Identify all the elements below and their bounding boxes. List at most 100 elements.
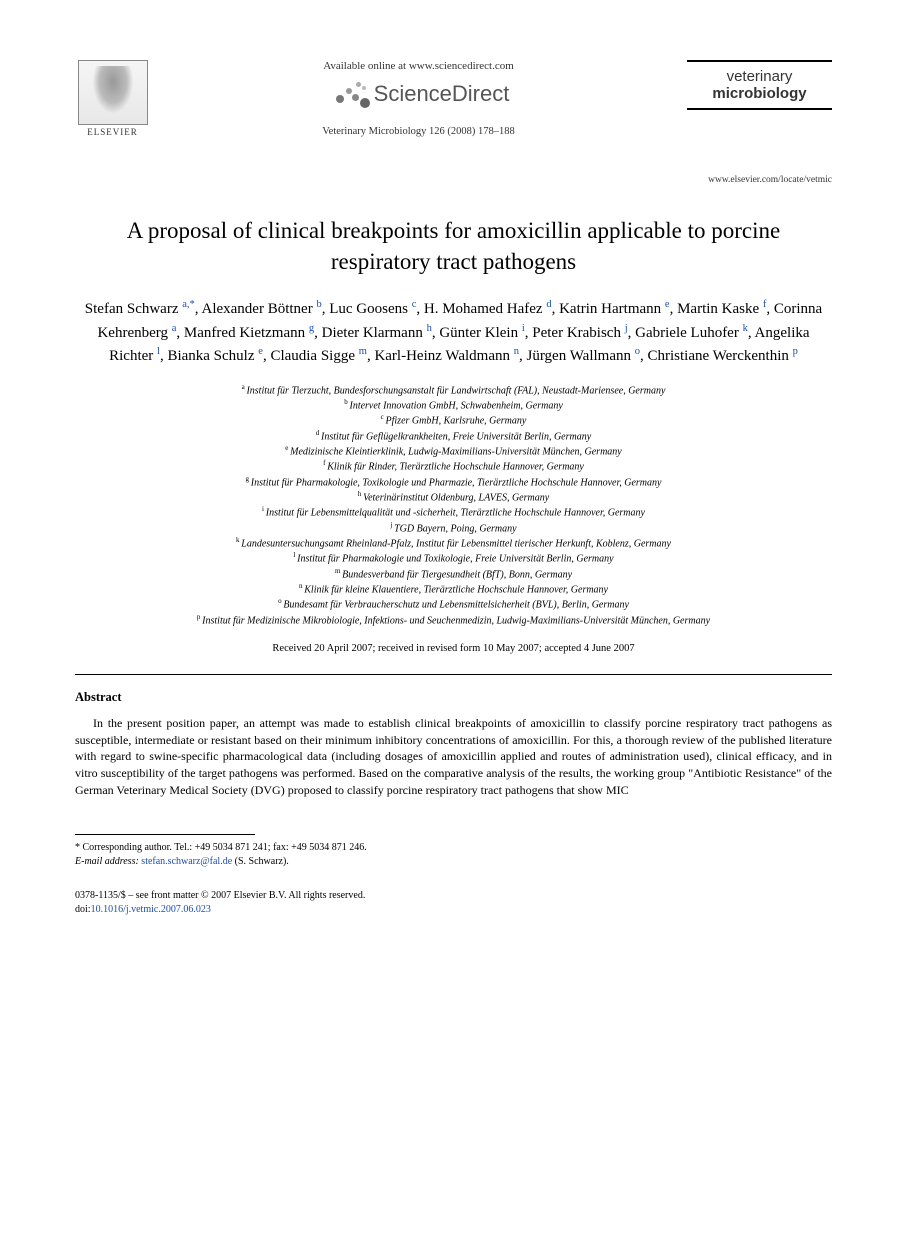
corresponding-author-footnote: * Corresponding author. Tel.: +49 5034 8… bbox=[75, 841, 832, 869]
affiliation-sup: a bbox=[242, 383, 247, 391]
center-header: Available online at www.sciencedirect.co… bbox=[150, 60, 687, 137]
affiliation: f Klinik für Rinder, Tierärztliche Hochs… bbox=[75, 459, 832, 474]
affiliation-sup: m bbox=[335, 567, 342, 575]
author-affil-sup[interactable]: k bbox=[743, 323, 748, 334]
doi-prefix: doi: bbox=[75, 904, 91, 915]
affiliation-sup: j bbox=[390, 521, 394, 529]
author-affil-sup[interactable]: c bbox=[412, 299, 417, 310]
abstract-heading: Abstract bbox=[75, 690, 832, 705]
affiliation-sup: d bbox=[316, 429, 321, 437]
journal-name-line2: microbiology bbox=[697, 85, 822, 102]
author: Christiane Werckenthin p bbox=[647, 348, 797, 364]
sciencedirect-dots-icon bbox=[328, 80, 368, 108]
corr-author-email-line: E-mail address: stefan.schwarz@fal.de (S… bbox=[75, 855, 832, 869]
sciencedirect-logo: ScienceDirect bbox=[165, 80, 672, 108]
affiliation: h Veterinärinstitut Oldenburg, LAVES, Ge… bbox=[75, 490, 832, 505]
affiliation: c Pfizer GmbH, Karlsruhe, Germany bbox=[75, 413, 832, 428]
author: Luc Goosens c bbox=[329, 301, 416, 317]
author-affil-sup[interactable]: h bbox=[427, 323, 432, 334]
author: Bianka Schulz e bbox=[167, 348, 263, 364]
affiliation: j TGD Bayern, Poing, Germany bbox=[75, 521, 832, 536]
email-label: E-mail address: bbox=[75, 856, 139, 867]
author: Gabriele Luhofer k bbox=[635, 325, 748, 341]
abstract-text: In the present position paper, an attemp… bbox=[75, 715, 832, 799]
sciencedirect-text: ScienceDirect bbox=[374, 81, 510, 107]
author: Martin Kaske f bbox=[677, 301, 766, 317]
author-affil-sup[interactable]: f bbox=[763, 299, 767, 310]
elsevier-tree-icon bbox=[78, 60, 148, 125]
section-divider bbox=[75, 674, 832, 675]
affiliation-sup: l bbox=[293, 551, 297, 559]
author-affil-sup[interactable]: l bbox=[157, 346, 160, 357]
doi-line: doi:10.1016/j.vetmic.2007.06.023 bbox=[75, 903, 832, 917]
author-affil-sup[interactable]: o bbox=[635, 346, 640, 357]
author-affil-sup[interactable]: j bbox=[625, 323, 628, 334]
corr-author-contact: * Corresponding author. Tel.: +49 5034 8… bbox=[75, 841, 832, 855]
copyright-line: 0378-1135/$ – see front matter © 2007 El… bbox=[75, 889, 832, 903]
author: H. Mohamed Hafez d bbox=[424, 301, 552, 317]
author: Stefan Schwarz a,* bbox=[85, 301, 195, 317]
author-affil-sup[interactable]: e bbox=[258, 346, 263, 357]
footnote-divider bbox=[75, 834, 255, 835]
author: Manfred Kietzmann g bbox=[184, 325, 314, 341]
author: Günter Klein i bbox=[439, 325, 524, 341]
elsevier-logo: ELSEVIER bbox=[75, 60, 150, 145]
author-affil-sup[interactable]: g bbox=[309, 323, 314, 334]
affiliation-sup: k bbox=[236, 536, 241, 544]
affiliation-sup: n bbox=[299, 582, 304, 590]
author-affil-sup[interactable]: n bbox=[514, 346, 519, 357]
header-row: ELSEVIER Available online at www.science… bbox=[75, 60, 832, 145]
affiliation: e Medizinische Kleintierklinik, Ludwig-M… bbox=[75, 444, 832, 459]
author-affil-sup[interactable]: m bbox=[359, 346, 367, 357]
author-affil-sup[interactable]: e bbox=[665, 299, 670, 310]
affiliation-sup: g bbox=[246, 475, 251, 483]
author-affil-sup[interactable]: a, bbox=[182, 299, 189, 310]
journal-box: veterinary microbiology bbox=[687, 60, 832, 110]
affiliation: n Klinik für kleine Klauentiere, Tierärz… bbox=[75, 582, 832, 597]
affiliation: l Institut für Pharmakologie und Toxikol… bbox=[75, 551, 832, 566]
affiliation-sup: f bbox=[323, 459, 327, 467]
affiliation-sup: o bbox=[278, 597, 283, 605]
affiliation-sup: c bbox=[381, 413, 386, 421]
author: Alexander Böttner b bbox=[201, 301, 321, 317]
affiliation: b Intervet Innovation GmbH, Schwabenheim… bbox=[75, 398, 832, 413]
author: Katrin Hartmann e bbox=[559, 301, 669, 317]
email-link[interactable]: stefan.schwarz@fal.de bbox=[141, 856, 232, 867]
author-affil-sup[interactable]: p bbox=[793, 346, 798, 357]
affiliation: g Institut für Pharmakologie, Toxikologi… bbox=[75, 475, 832, 490]
available-online-text: Available online at www.sciencedirect.co… bbox=[165, 60, 672, 72]
doi-link[interactable]: 10.1016/j.vetmic.2007.06.023 bbox=[91, 904, 211, 915]
author: Jürgen Wallmann o bbox=[527, 348, 640, 364]
affiliation-sup: i bbox=[262, 505, 266, 513]
affiliation: k Landesuntersuchungsamt Rheinland-Pfalz… bbox=[75, 536, 832, 551]
corresponding-marker[interactable]: * bbox=[190, 299, 195, 310]
affiliation: a Institut für Tierzucht, Bundesforschun… bbox=[75, 383, 832, 398]
article-title: A proposal of clinical breakpoints for a… bbox=[105, 215, 802, 277]
affiliation-sup: b bbox=[344, 398, 349, 406]
elsevier-text: ELSEVIER bbox=[87, 127, 138, 137]
affiliation-sup: e bbox=[285, 444, 290, 452]
affiliation: o Bundesamt für Verbraucherschutz und Le… bbox=[75, 597, 832, 612]
journal-box-wrapper: veterinary microbiology bbox=[687, 60, 832, 110]
author: Peter Krabisch j bbox=[532, 325, 627, 341]
journal-citation: Veterinary Microbiology 126 (2008) 178–1… bbox=[165, 126, 672, 137]
author: Claudia Sigge m bbox=[270, 348, 367, 364]
author-affil-sup[interactable]: i bbox=[522, 323, 525, 334]
author: Dieter Klarmann h bbox=[322, 325, 432, 341]
journal-url: www.elsevier.com/locate/vetmic bbox=[75, 175, 832, 185]
affiliation-sup: h bbox=[358, 490, 363, 498]
author: Karl-Heinz Waldmann n bbox=[374, 348, 519, 364]
author-affil-sup[interactable]: b bbox=[316, 299, 321, 310]
author-list: Stefan Schwarz a,*, Alexander Böttner b,… bbox=[75, 297, 832, 368]
affiliation: i Institut für Lebensmittelqualität und … bbox=[75, 505, 832, 520]
affiliation: d Institut für Geflügelkrankheiten, Frei… bbox=[75, 429, 832, 444]
article-dates: Received 20 April 2007; received in revi… bbox=[75, 643, 832, 654]
footer-block: 0378-1135/$ – see front matter © 2007 El… bbox=[75, 889, 832, 917]
journal-name-line1: veterinary bbox=[697, 68, 822, 85]
email-suffix: (S. Schwarz). bbox=[235, 856, 289, 867]
author-affil-sup[interactable]: a bbox=[172, 323, 177, 334]
affiliation: m Bundesverband für Tiergesundheit (BfT)… bbox=[75, 567, 832, 582]
author-affil-sup[interactable]: d bbox=[546, 299, 551, 310]
affiliation: p Institut für Medizinische Mikrobiologi… bbox=[75, 613, 832, 628]
affiliation-sup: p bbox=[197, 613, 202, 621]
